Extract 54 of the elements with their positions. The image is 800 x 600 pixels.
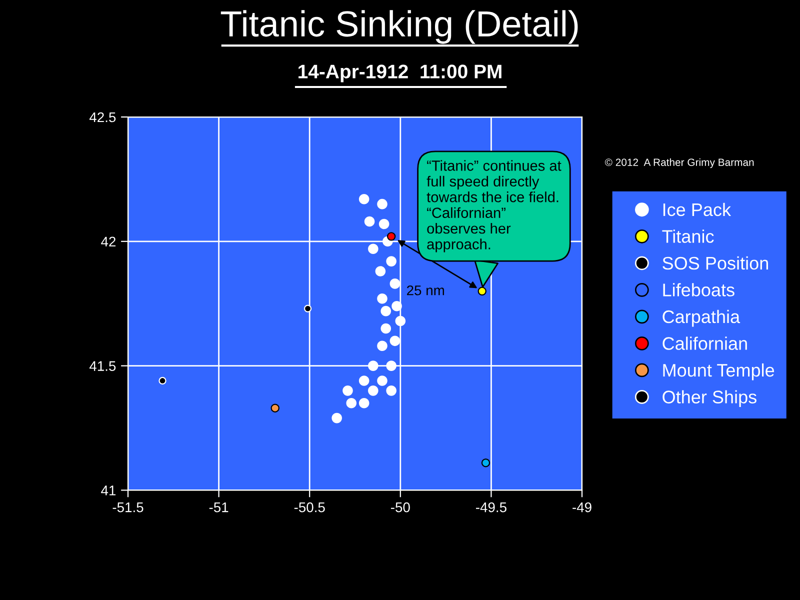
point — [304, 304, 312, 312]
point — [380, 323, 392, 334]
x-tick-label: -50 — [390, 502, 410, 512]
legend-label: SOS Position — [662, 256, 768, 270]
chart-subtitle: 14-Apr-1912 11:00 PM — [298, 64, 502, 82]
point — [386, 232, 396, 241]
point — [375, 266, 386, 276]
point — [378, 218, 390, 230]
chart-title: Titanic Sinking (Detail) — [220, 10, 578, 44]
annotation: 25 nm — [407, 285, 444, 296]
point — [368, 244, 378, 254]
legend-label: Ice Pack — [663, 202, 732, 216]
legend-label: Mount Temple — [663, 363, 774, 380]
point — [395, 316, 406, 326]
y-tick-label: 42.5 — [89, 112, 116, 122]
point — [386, 386, 396, 396]
point — [377, 376, 388, 386]
x-tick-label: -51 — [209, 502, 228, 512]
point — [377, 198, 388, 210]
x-tick-label: -51.5 — [112, 502, 144, 512]
point — [386, 256, 396, 266]
point — [158, 376, 166, 385]
y-tick-label: 42 — [101, 236, 116, 246]
point — [481, 458, 490, 468]
text: © 2012 A Rather Grimy Barman — [604, 158, 754, 168]
point — [364, 216, 375, 227]
legend-label: Other Ships — [662, 390, 756, 408]
point — [358, 398, 370, 408]
annotation: “Titanic” continues at full speed directly towards the ice field. “Californian” observes her approach. — [426, 160, 562, 252]
point — [390, 278, 400, 289]
x-tick-label: -49 — [572, 502, 592, 512]
point — [377, 340, 388, 352]
point — [358, 376, 370, 386]
point — [358, 194, 370, 204]
point — [368, 360, 378, 371]
legend-label: Californian — [662, 336, 747, 350]
x-tick-label: -50.5 — [294, 502, 325, 512]
point — [380, 306, 392, 316]
legend-label: Lifeboats — [663, 283, 734, 296]
point — [392, 300, 402, 312]
point — [377, 293, 388, 304]
point — [368, 386, 378, 396]
point — [332, 412, 342, 424]
y-tick-label: 41 — [101, 486, 116, 496]
legend-label: Carpathia — [662, 310, 740, 327]
point — [478, 286, 486, 296]
point — [390, 336, 400, 346]
point — [386, 360, 396, 371]
x-tick-label: -49.5 — [476, 502, 506, 512]
point — [342, 386, 353, 396]
legend-label: Titanic — [662, 230, 714, 243]
point — [346, 398, 357, 408]
point — [270, 404, 280, 412]
y-tick-label: 41.5 — [89, 361, 116, 371]
